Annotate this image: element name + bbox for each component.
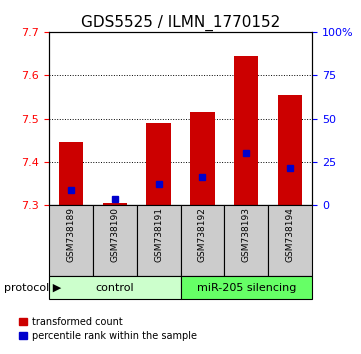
Text: protocol ▶: protocol ▶ bbox=[4, 282, 61, 293]
Text: GSM738192: GSM738192 bbox=[198, 207, 207, 262]
Bar bbox=[268, 205, 312, 276]
Bar bbox=[147, 123, 171, 205]
Text: miR-205 silencing: miR-205 silencing bbox=[197, 282, 296, 293]
Bar bbox=[190, 112, 214, 205]
Bar bbox=[93, 205, 136, 276]
Bar bbox=[225, 205, 268, 276]
Bar bbox=[58, 142, 83, 205]
Legend: transformed count, percentile rank within the sample: transformed count, percentile rank withi… bbox=[19, 317, 197, 341]
Bar bbox=[136, 205, 180, 276]
Title: GDS5525 / ILMN_1770152: GDS5525 / ILMN_1770152 bbox=[81, 14, 280, 30]
Bar bbox=[180, 276, 312, 299]
Text: GSM738194: GSM738194 bbox=[286, 207, 295, 262]
Text: GSM738189: GSM738189 bbox=[66, 207, 75, 262]
Text: GSM738193: GSM738193 bbox=[242, 207, 251, 262]
Bar bbox=[278, 95, 303, 205]
Bar bbox=[49, 205, 93, 276]
Text: control: control bbox=[95, 282, 134, 293]
Bar bbox=[103, 203, 127, 205]
Bar bbox=[234, 56, 258, 205]
Text: GSM738191: GSM738191 bbox=[154, 207, 163, 262]
Text: GSM738190: GSM738190 bbox=[110, 207, 119, 262]
Bar bbox=[49, 276, 180, 299]
Bar bbox=[180, 205, 225, 276]
